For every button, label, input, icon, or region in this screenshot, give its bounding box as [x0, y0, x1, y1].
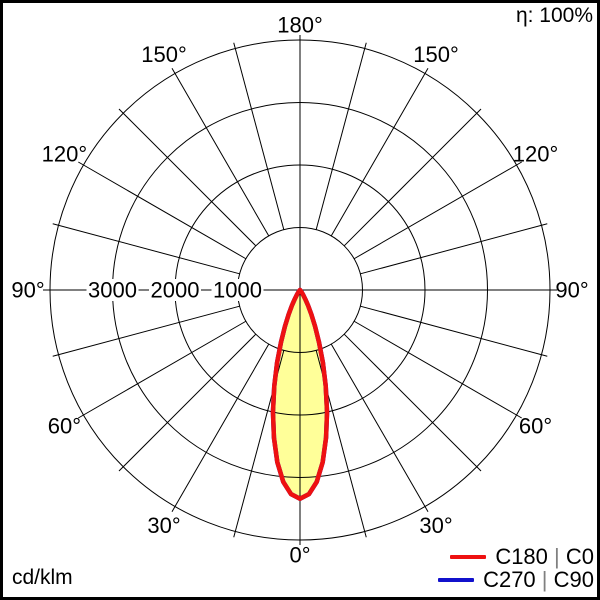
grid-spoke [233, 42, 285, 230]
legend-swatch-line [438, 577, 475, 582]
grid-spoke [360, 223, 548, 275]
angle-label: 0° [289, 543, 310, 568]
angle-label: 90° [11, 278, 44, 303]
angle-label: 30° [147, 513, 180, 538]
grid-spoke [171, 343, 270, 512]
angle-label: 120° [513, 142, 559, 167]
angle-label: 60° [48, 414, 81, 439]
angle-label: 180° [277, 13, 323, 38]
grid-spoke [353, 161, 522, 260]
legend: C180 | C0 C270 | C90 [438, 543, 594, 592]
angle-label: 60° [519, 414, 552, 439]
legend-separator: | [554, 543, 560, 569]
legend-separator: | [541, 566, 548, 592]
radial-tick-label: 2000 [151, 278, 200, 303]
grid-spoke [171, 68, 270, 237]
angle-label: 30° [419, 513, 452, 538]
grid-spoke [315, 42, 367, 230]
legend-item-label: C270 | C90 [483, 566, 594, 592]
grid-spoke [118, 108, 257, 247]
angle-label: 150° [141, 42, 187, 67]
grid-spoke [330, 68, 429, 237]
efficiency-label: η: 100% [515, 4, 593, 27]
grid-spoke [343, 333, 482, 472]
angle-label: 120° [42, 142, 88, 167]
legend-swatch-line [450, 554, 487, 559]
legend-item-label: C180 | C0 [495, 543, 594, 569]
legend-item: C270 | C90 [438, 566, 594, 592]
grid-spoke [78, 161, 247, 260]
radial-tick-label: 3000 [88, 278, 137, 303]
radial-label-bg [211, 279, 264, 301]
grid-spoke [78, 320, 247, 419]
grid-spoke [353, 320, 522, 419]
radial-tick-label: 1000 [213, 278, 262, 303]
angle-label: 150° [413, 42, 459, 67]
grid-spoke [118, 333, 257, 472]
angle-label: 90° [555, 278, 588, 303]
legend-item: C180 | C0 [450, 543, 594, 569]
grid-spoke [52, 305, 240, 357]
radial-label-bg [86, 279, 139, 301]
grid-spoke [52, 223, 240, 275]
grid-spoke [330, 343, 429, 512]
grid-spoke [360, 305, 548, 357]
unit-label: cd/klm [12, 566, 73, 589]
grid-spoke [343, 108, 482, 247]
radial-label-bg [149, 279, 201, 301]
intensity-curve [270, 287, 330, 501]
